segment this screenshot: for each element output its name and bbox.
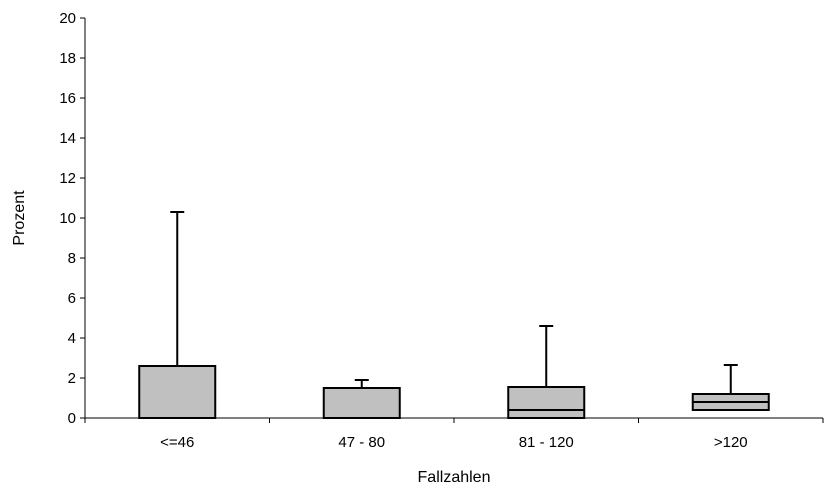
x-tick-label: 81 - 120 bbox=[519, 434, 574, 451]
x-axis-ticks: <=46 47 - 80 81 - 120 >120 bbox=[84, 418, 824, 451]
y-tick-label: 16 bbox=[59, 90, 76, 107]
y-tick-label: 8 bbox=[68, 250, 76, 267]
y-tick-label: 12 bbox=[59, 170, 76, 187]
y-tick-label: 18 bbox=[59, 50, 76, 67]
y-tick-label: 14 bbox=[59, 130, 76, 147]
box-rect bbox=[138, 365, 217, 419]
box-item bbox=[138, 211, 217, 419]
x-axis-title: Fallzahlen bbox=[418, 469, 491, 486]
x-tick-label: >120 bbox=[714, 434, 748, 451]
y-tick-label: 20 bbox=[59, 10, 76, 27]
box-item bbox=[322, 379, 401, 419]
y-axis-title: Prozent bbox=[11, 190, 28, 246]
box-rect bbox=[322, 387, 401, 419]
y-tick-label: 0 bbox=[68, 410, 76, 427]
y-tick-label: 6 bbox=[68, 290, 76, 307]
y-tick-label: 2 bbox=[68, 370, 76, 387]
x-tick-label: 47 - 80 bbox=[338, 434, 385, 451]
x-tick-label: <=46 bbox=[160, 434, 194, 451]
box-item bbox=[691, 364, 770, 411]
y-tick-label: 4 bbox=[68, 330, 76, 347]
box-item bbox=[507, 325, 586, 419]
y-axis-ticks: 0 2 4 6 8 10 12 14 16 18 20 bbox=[59, 10, 85, 427]
box-rect bbox=[507, 386, 586, 419]
y-tick-label: 10 bbox=[59, 210, 76, 227]
box-series bbox=[138, 211, 770, 419]
